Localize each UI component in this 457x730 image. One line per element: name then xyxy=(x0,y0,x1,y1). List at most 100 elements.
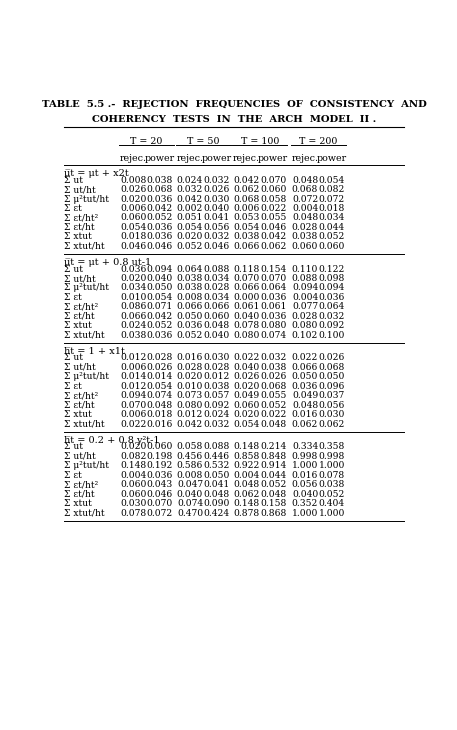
Text: 0.004: 0.004 xyxy=(292,293,318,302)
Text: Σ εt/ht: Σ εt/ht xyxy=(64,490,95,499)
Text: Σ ut: Σ ut xyxy=(64,176,83,185)
Text: Σ εt/ht: Σ εt/ht xyxy=(64,312,95,320)
Text: 0.026: 0.026 xyxy=(234,372,260,381)
Text: Σ xtut: Σ xtut xyxy=(64,410,92,419)
Text: 0.048: 0.048 xyxy=(292,176,318,185)
Text: 0.018: 0.018 xyxy=(147,410,173,419)
Text: Σ εt: Σ εt xyxy=(64,204,82,213)
Text: power: power xyxy=(202,154,232,163)
Text: 0.922: 0.922 xyxy=(234,461,260,470)
Text: 0.214: 0.214 xyxy=(260,442,286,451)
Text: 0.026: 0.026 xyxy=(203,185,230,194)
Text: 0.088: 0.088 xyxy=(203,442,230,451)
Text: 0.148: 0.148 xyxy=(234,442,260,451)
Text: 0.032: 0.032 xyxy=(260,353,287,363)
Text: 1.000: 1.000 xyxy=(292,461,318,470)
Text: 0.074: 0.074 xyxy=(260,331,286,339)
Text: 0.026: 0.026 xyxy=(120,185,146,194)
Text: 0.020: 0.020 xyxy=(234,410,260,419)
Text: 0.042: 0.042 xyxy=(260,232,286,242)
Text: 0.022: 0.022 xyxy=(260,410,287,419)
Text: 0.038: 0.038 xyxy=(319,480,345,489)
Text: 0.058: 0.058 xyxy=(177,442,203,451)
Text: 0.098: 0.098 xyxy=(319,274,345,283)
Text: Σ xtut: Σ xtut xyxy=(64,321,92,330)
Text: 0.036: 0.036 xyxy=(260,312,287,320)
Text: 0.064: 0.064 xyxy=(260,283,286,293)
Text: 0.038: 0.038 xyxy=(120,331,146,339)
Text: 0.334: 0.334 xyxy=(292,442,318,451)
Text: 0.054: 0.054 xyxy=(147,382,173,391)
Text: Σ εt: Σ εt xyxy=(64,382,82,391)
Text: 0.094: 0.094 xyxy=(120,391,146,400)
Text: Σ xtut/ht: Σ xtut/ht xyxy=(64,331,105,339)
Text: 0.004: 0.004 xyxy=(234,471,260,480)
Text: 0.038: 0.038 xyxy=(147,176,173,185)
Text: 0.050: 0.050 xyxy=(292,372,318,381)
Text: 0.848: 0.848 xyxy=(260,452,286,461)
Text: 0.424: 0.424 xyxy=(203,509,229,518)
Text: 0.010: 0.010 xyxy=(120,293,146,302)
Text: 0.036: 0.036 xyxy=(177,321,203,330)
Text: 0.028: 0.028 xyxy=(177,363,203,372)
Text: 0.078: 0.078 xyxy=(234,321,260,330)
Text: 0.022: 0.022 xyxy=(260,204,287,213)
Text: 0.046: 0.046 xyxy=(147,490,173,499)
Text: T = 200: T = 200 xyxy=(299,137,337,146)
Text: 0.048: 0.048 xyxy=(203,490,229,499)
Text: 0.044: 0.044 xyxy=(319,223,345,232)
Text: 0.060: 0.060 xyxy=(234,401,260,410)
Text: 0.014: 0.014 xyxy=(120,372,146,381)
Text: 0.352: 0.352 xyxy=(292,499,318,508)
Text: 0.052: 0.052 xyxy=(147,321,173,330)
Text: 0.046: 0.046 xyxy=(260,223,286,232)
Text: 0.006: 0.006 xyxy=(120,204,146,213)
Text: T = 50: T = 50 xyxy=(187,137,219,146)
Text: 0.026: 0.026 xyxy=(319,353,345,363)
Text: power: power xyxy=(145,154,175,163)
Text: 0.030: 0.030 xyxy=(120,499,146,508)
Text: 0.008: 0.008 xyxy=(120,176,146,185)
Text: 0.030: 0.030 xyxy=(319,410,345,419)
Text: 0.092: 0.092 xyxy=(203,401,230,410)
Text: rejec.: rejec. xyxy=(176,154,203,163)
Text: 0.158: 0.158 xyxy=(260,499,287,508)
Text: 0.042: 0.042 xyxy=(147,204,173,213)
Text: rejec.: rejec. xyxy=(292,154,319,163)
Text: Σ μ²tut/ht: Σ μ²tut/ht xyxy=(64,461,109,470)
Text: 0.055: 0.055 xyxy=(260,391,287,400)
Text: 0.038: 0.038 xyxy=(234,232,260,242)
Text: 0.052: 0.052 xyxy=(319,490,345,499)
Text: 0.012: 0.012 xyxy=(120,382,146,391)
Text: 0.082: 0.082 xyxy=(120,452,146,461)
Text: rejec.: rejec. xyxy=(120,154,147,163)
Text: Σ εt/ht²: Σ εt/ht² xyxy=(64,302,98,312)
Text: 0.066: 0.066 xyxy=(292,363,318,372)
Text: 0.036: 0.036 xyxy=(147,232,173,242)
Text: Σ ut/ht: Σ ut/ht xyxy=(64,452,96,461)
Text: 0.082: 0.082 xyxy=(319,185,345,194)
Text: 0.066: 0.066 xyxy=(234,242,260,251)
Text: 0.036: 0.036 xyxy=(292,382,318,391)
Text: 0.036: 0.036 xyxy=(147,223,173,232)
Text: 0.036: 0.036 xyxy=(120,264,146,274)
Text: 0.012: 0.012 xyxy=(203,372,230,381)
Text: 0.040: 0.040 xyxy=(177,490,203,499)
Text: 1.000: 1.000 xyxy=(319,509,345,518)
Text: Σ xtut/ht: Σ xtut/ht xyxy=(64,242,105,251)
Text: 0.026: 0.026 xyxy=(147,363,173,372)
Text: 0.036: 0.036 xyxy=(147,471,173,480)
Text: 0.878: 0.878 xyxy=(234,509,260,518)
Text: 0.071: 0.071 xyxy=(147,302,173,312)
Text: 1.000: 1.000 xyxy=(292,509,318,518)
Text: 0.024: 0.024 xyxy=(177,176,203,185)
Text: 0.068: 0.068 xyxy=(147,185,173,194)
Text: 0.062: 0.062 xyxy=(260,242,287,251)
Text: 0.034: 0.034 xyxy=(203,274,229,283)
Text: Σ εt/ht: Σ εt/ht xyxy=(64,401,95,410)
Text: 0.042: 0.042 xyxy=(147,312,173,320)
Text: 0.016: 0.016 xyxy=(292,410,318,419)
Text: 0.060: 0.060 xyxy=(120,490,146,499)
Text: 0.038: 0.038 xyxy=(292,232,318,242)
Text: 0.094: 0.094 xyxy=(319,283,345,293)
